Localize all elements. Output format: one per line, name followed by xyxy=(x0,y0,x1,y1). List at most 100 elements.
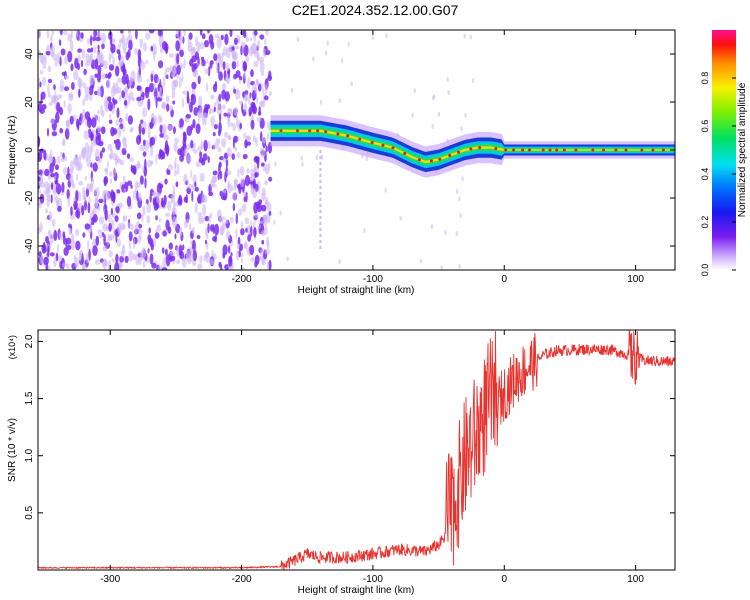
noise-blob xyxy=(112,167,116,178)
noise-blob xyxy=(183,58,186,69)
noise-blob xyxy=(217,147,222,153)
noise-blob xyxy=(199,172,205,182)
noise-blob xyxy=(73,156,79,166)
noise-blob xyxy=(177,148,183,156)
noise-blob xyxy=(49,234,54,245)
noise-blob xyxy=(140,90,143,95)
noise-blob xyxy=(47,156,54,164)
noise-blob xyxy=(207,156,210,163)
noise-blob xyxy=(166,145,169,157)
noise-blob xyxy=(61,182,65,193)
noise-blob xyxy=(262,48,266,58)
noise-blob xyxy=(66,237,72,245)
noise-blob xyxy=(137,160,141,169)
noise-blob xyxy=(196,235,201,239)
noise-blob xyxy=(119,95,122,102)
noise-blob xyxy=(149,137,153,148)
noise-blob xyxy=(185,193,188,204)
noise-blob xyxy=(212,170,218,176)
noise-blob xyxy=(165,219,170,231)
noise-blob xyxy=(413,88,416,94)
noise-blob xyxy=(92,36,97,42)
noise-blob xyxy=(155,96,158,109)
noise-blob xyxy=(138,123,142,135)
noise-blob xyxy=(217,209,222,220)
x-tick-label: -100 xyxy=(363,274,383,285)
noise-blob xyxy=(86,48,92,53)
noise-blob xyxy=(164,178,168,185)
noise-blob xyxy=(224,77,229,82)
noise-blob xyxy=(245,135,251,141)
noise-blob xyxy=(242,153,248,160)
noise-blob xyxy=(218,161,222,168)
noise-blob xyxy=(179,226,183,237)
y-tick-label: 1.5 xyxy=(24,391,35,405)
noise-blob xyxy=(154,203,160,209)
noise-blob xyxy=(108,52,112,64)
noise-blob xyxy=(221,83,227,90)
noise-blob xyxy=(222,244,228,256)
noise-blob xyxy=(94,148,100,161)
noise-blob xyxy=(191,227,196,234)
noise-blob xyxy=(144,177,147,189)
noise-blob xyxy=(266,236,270,248)
noise-blob xyxy=(190,169,193,179)
noise-blob xyxy=(188,248,195,253)
noise-blob xyxy=(98,198,104,204)
noise-blob xyxy=(255,78,259,87)
noise-blob xyxy=(188,32,193,40)
noise-blob xyxy=(91,216,96,223)
noise-blob xyxy=(56,243,59,254)
noise-blob xyxy=(237,208,243,216)
noise-blob xyxy=(129,223,134,231)
signal-peak xyxy=(370,141,374,145)
noise-blob xyxy=(41,244,47,254)
noise-blob xyxy=(371,35,374,41)
noise-blob xyxy=(218,71,224,81)
noise-blob xyxy=(325,50,328,56)
noise-blob xyxy=(189,101,193,113)
noise-blob xyxy=(139,144,145,151)
noise-blob xyxy=(87,146,93,159)
noise-blob xyxy=(245,37,250,43)
noise-blob xyxy=(172,100,176,105)
noise-blob xyxy=(233,73,238,80)
noise-blob xyxy=(213,53,218,61)
noise-blob xyxy=(188,184,193,189)
noise-blob xyxy=(109,35,113,46)
noise-blob xyxy=(464,112,467,118)
noise-blob xyxy=(236,115,239,128)
noise-blob xyxy=(236,60,239,69)
noise-blob xyxy=(71,233,75,241)
noise-blob xyxy=(430,224,434,229)
noise-blob xyxy=(268,90,272,97)
signal-peak xyxy=(614,148,618,152)
noise-blob xyxy=(260,192,267,201)
noise-blob xyxy=(147,248,150,254)
noise-blob xyxy=(341,58,344,64)
noise-blob xyxy=(220,263,223,270)
signal-peak xyxy=(438,157,442,161)
noise-blob xyxy=(173,169,178,176)
noise-blob xyxy=(244,217,250,225)
noise-blob xyxy=(147,237,153,245)
noise-blob xyxy=(256,50,260,61)
noise-blob xyxy=(100,32,106,45)
noise-blob xyxy=(139,233,142,240)
noise-blob xyxy=(458,263,461,269)
signal-peak xyxy=(417,158,421,162)
noise-blob xyxy=(171,70,175,78)
noise-blob xyxy=(197,196,202,204)
noise-blob xyxy=(240,45,243,56)
noise-blob xyxy=(138,192,142,202)
noise-blob xyxy=(250,36,252,42)
noise-blob xyxy=(222,104,226,110)
noise-blob xyxy=(162,257,167,269)
noise-blob xyxy=(57,205,62,212)
noise-blob xyxy=(78,154,82,163)
noise-blob xyxy=(235,228,238,240)
noise-blob xyxy=(246,168,250,174)
noise-blob xyxy=(130,184,133,189)
noise-blob xyxy=(161,247,165,254)
noise-blob xyxy=(102,60,108,69)
